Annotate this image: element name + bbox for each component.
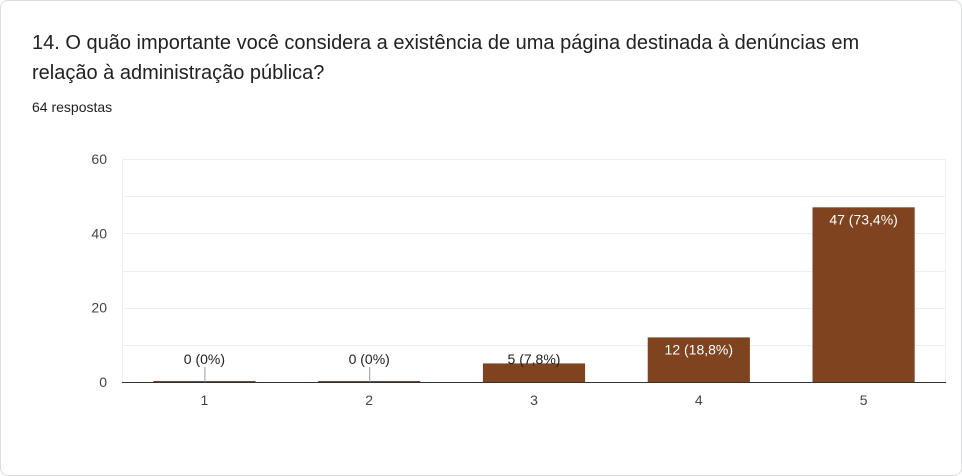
grid-lines — [122, 159, 946, 382]
x-tick-label: 5 — [860, 392, 868, 408]
x-tick-label: 3 — [530, 392, 538, 408]
y-tick-label: 0 — [99, 374, 107, 390]
x-tick-label: 1 — [201, 392, 209, 408]
response-count: 64 respostas — [32, 99, 113, 115]
data-label: 0 (0%) — [349, 351, 390, 367]
x-tick-label: 4 — [695, 392, 703, 408]
bar-3 — [482, 363, 586, 382]
data-label: 47 (73,4%) — [829, 211, 897, 227]
data-label: 12 (18,8%) — [665, 341, 733, 357]
question-title: 14. O quão importante você considera a e… — [32, 32, 860, 84]
data-label: 0 (0%) — [184, 351, 225, 367]
x-axis-ticks: 1 2 3 4 5 — [201, 392, 868, 408]
bar-4 — [647, 337, 750, 382]
bars: 0 (0%) 0 (0%) 5 (7,8%) 12 (18,8%) 47 (73,4%) — [153, 207, 915, 382]
bar-5 — [812, 207, 915, 382]
y-tick-label: 60 — [91, 151, 107, 167]
y-tick-label: 20 — [91, 300, 107, 316]
x-tick-label: 2 — [365, 392, 373, 408]
y-axis-ticks: 0 20 40 60 — [91, 151, 107, 390]
y-tick-label: 40 — [91, 225, 107, 241]
data-label: 5 (7,8%) — [508, 351, 561, 367]
